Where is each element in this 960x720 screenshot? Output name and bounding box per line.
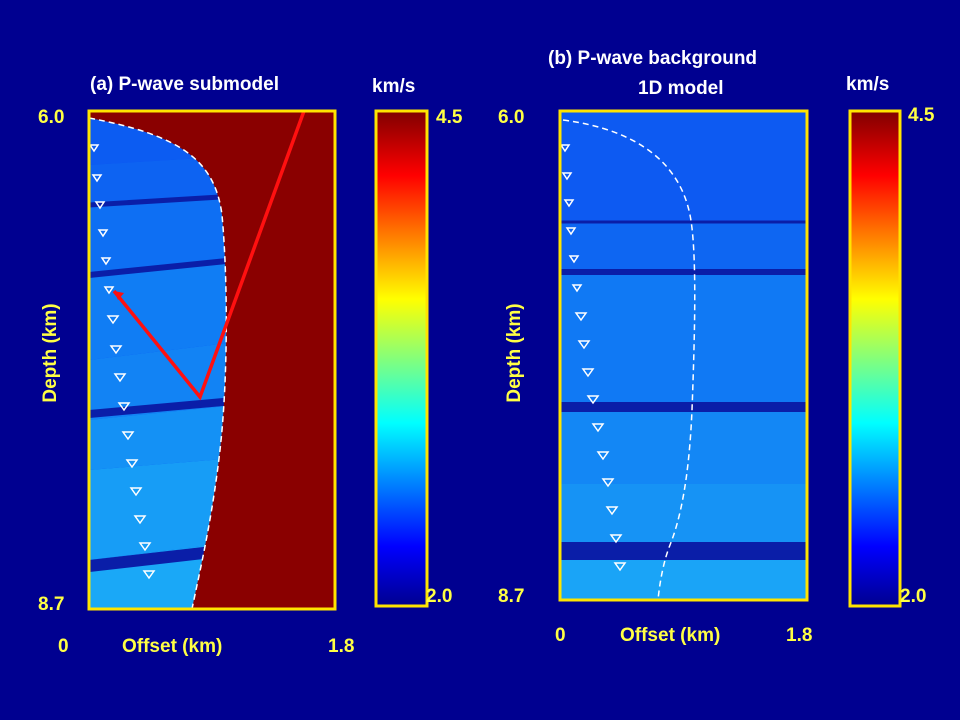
colorbar-a [376,111,427,606]
panel-b-depth-bottom: 8.7 [498,586,525,607]
colorbar-b [850,111,900,606]
receiver-triangles-a [89,144,156,580]
panel-a-depth-top: 6.0 [38,107,65,128]
colorbar-a-max: 4.5 [436,107,463,128]
panel-b-title-line2: 1D model [638,78,724,99]
receiver-triangles-b [560,144,627,572]
panel-b-ylabel: Depth (km) [504,303,525,403]
colorbar-b-unit: km/s [846,74,890,95]
panel-b-title-line1: (b) P-wave background [548,48,758,69]
colorbar-b-max: 4.5 [908,105,935,126]
panel-b-image [560,111,807,600]
panel-b-offset-min: 0 [555,625,566,646]
panel-a-offset-max: 1.8 [328,636,355,657]
panel-b-depth-top: 6.0 [498,107,525,128]
colorbar-b-min: 2.0 [900,586,927,607]
panel-a-depth-bottom: 8.7 [38,594,65,615]
panel-a-image [89,111,335,609]
panel-a-title: (a) P-wave submodel [90,74,279,95]
panel-a-xlabel: Offset (km) [122,636,223,657]
ray-path [112,111,306,401]
panel-a-ylabel: Depth (km) [40,303,61,403]
panel-a-offset-min: 0 [58,636,69,657]
colorbar-a-unit: km/s [372,76,416,97]
panel-b-xlabel: Offset (km) [620,625,721,646]
colorbar-a-min: 2.0 [426,586,453,607]
panel-b-frame [558,109,809,602]
panel-a-frame [87,109,337,611]
panel-b-offset-max: 1.8 [786,625,813,646]
